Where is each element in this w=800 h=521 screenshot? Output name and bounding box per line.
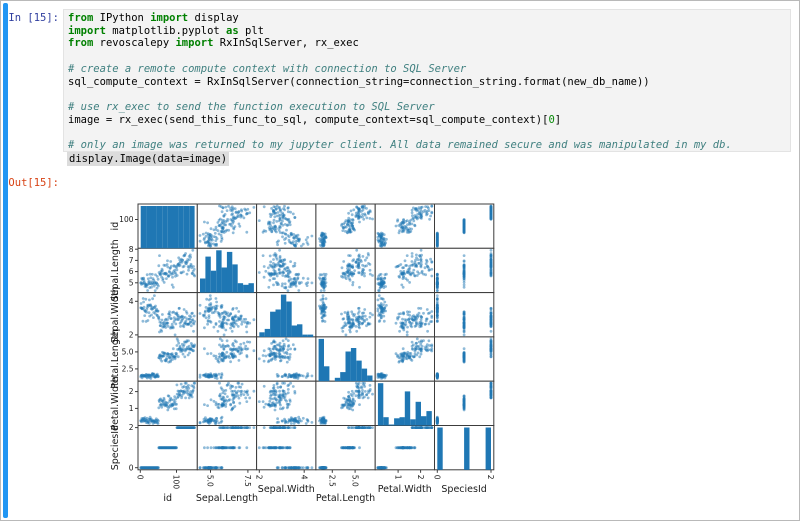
code-line: # use rx_exec to send the function execu… bbox=[68, 100, 435, 113]
svg-text:Sepal.Length: Sepal.Length bbox=[196, 493, 258, 504]
code-line: from IPython import display bbox=[68, 12, 239, 24]
svg-text:7.5: 7.5 bbox=[243, 475, 252, 487]
selected-cell-indicator bbox=[3, 3, 8, 518]
code-line-selected[interactable]: display.Image(data=image) bbox=[67, 152, 230, 166]
input-prompt: In [15]: bbox=[8, 12, 59, 24]
svg-text:Petal.Width: Petal.Width bbox=[110, 376, 121, 430]
svg-text:100: 100 bbox=[119, 215, 134, 224]
svg-text:1: 1 bbox=[129, 404, 134, 413]
svg-text:id: id bbox=[110, 222, 121, 231]
svg-text:2: 2 bbox=[416, 475, 425, 480]
svg-text:Petal.Length: Petal.Length bbox=[316, 493, 375, 504]
svg-text:0: 0 bbox=[433, 475, 442, 480]
scatter-matrix-plot: 100 id 5 6 7 8 Sepal.Length 2 4 Sepal.Width 2.5 5.0… bbox=[101, 191, 531, 520]
svg-text:8: 8 bbox=[129, 245, 134, 254]
svg-text:2: 2 bbox=[486, 475, 495, 480]
svg-text:SpeciesId: SpeciesId bbox=[110, 425, 121, 470]
svg-text:2: 2 bbox=[129, 331, 134, 340]
svg-text:0: 0 bbox=[136, 475, 145, 480]
code-lines: from IPython import display import matplo… bbox=[68, 12, 790, 152]
code-line: image = rx_exec(send_this_func_to_sql, c… bbox=[68, 113, 562, 126]
code-line: import matplotlib.pyplot as plt bbox=[68, 24, 264, 37]
svg-text:5.0: 5.0 bbox=[350, 475, 359, 487]
selected-code-text: display.Image(data=image) bbox=[67, 152, 230, 166]
svg-text:2.5: 2.5 bbox=[328, 475, 337, 487]
svg-text:2.5: 2.5 bbox=[122, 365, 134, 374]
svg-text:5: 5 bbox=[129, 278, 134, 287]
code-line bbox=[68, 50, 790, 63]
code-line: # only an image was returned to my jupyt… bbox=[68, 139, 732, 152]
code-line bbox=[68, 126, 790, 139]
svg-text:Petal.Length: Petal.Length bbox=[110, 329, 121, 388]
code-line: from revoscalepy import RxInSqlServer, r… bbox=[68, 37, 359, 50]
svg-text:Sepal.Width: Sepal.Width bbox=[258, 484, 315, 495]
svg-text:5.0: 5.0 bbox=[206, 475, 215, 487]
code-editor[interactable]: from IPython import display import matplo… bbox=[63, 9, 791, 152]
svg-text:7: 7 bbox=[129, 256, 134, 265]
svg-text:0: 0 bbox=[129, 463, 134, 472]
svg-text:Petal.Width: Petal.Width bbox=[378, 484, 432, 495]
code-line bbox=[68, 88, 790, 101]
svg-text:Sepal.Length: Sepal.Length bbox=[110, 239, 121, 301]
svg-text:2: 2 bbox=[255, 475, 264, 480]
svg-text:6: 6 bbox=[129, 267, 134, 276]
svg-text:4: 4 bbox=[129, 297, 134, 306]
svg-text:100: 100 bbox=[172, 475, 181, 490]
svg-text:5.0: 5.0 bbox=[122, 348, 134, 357]
code-line: # create a remote compute context with c… bbox=[68, 62, 467, 75]
svg-text:SpeciesId: SpeciesId bbox=[441, 484, 486, 495]
svg-text:id: id bbox=[163, 493, 172, 504]
svg-text:Sepal.Width: Sepal.Width bbox=[110, 286, 121, 343]
svg-text:4: 4 bbox=[299, 475, 308, 480]
svg-text:2: 2 bbox=[129, 387, 134, 396]
code-line: sql_compute_context = RxInSqlServer(conn… bbox=[68, 75, 650, 88]
scatter-matrix-svg: 100id5678Sepal.Length24Sepal.Width2.55.0… bbox=[110, 203, 495, 504]
svg-text:1: 1 bbox=[393, 475, 402, 480]
output-prompt: Out[15]: bbox=[8, 177, 59, 189]
svg-text:2: 2 bbox=[129, 423, 134, 432]
